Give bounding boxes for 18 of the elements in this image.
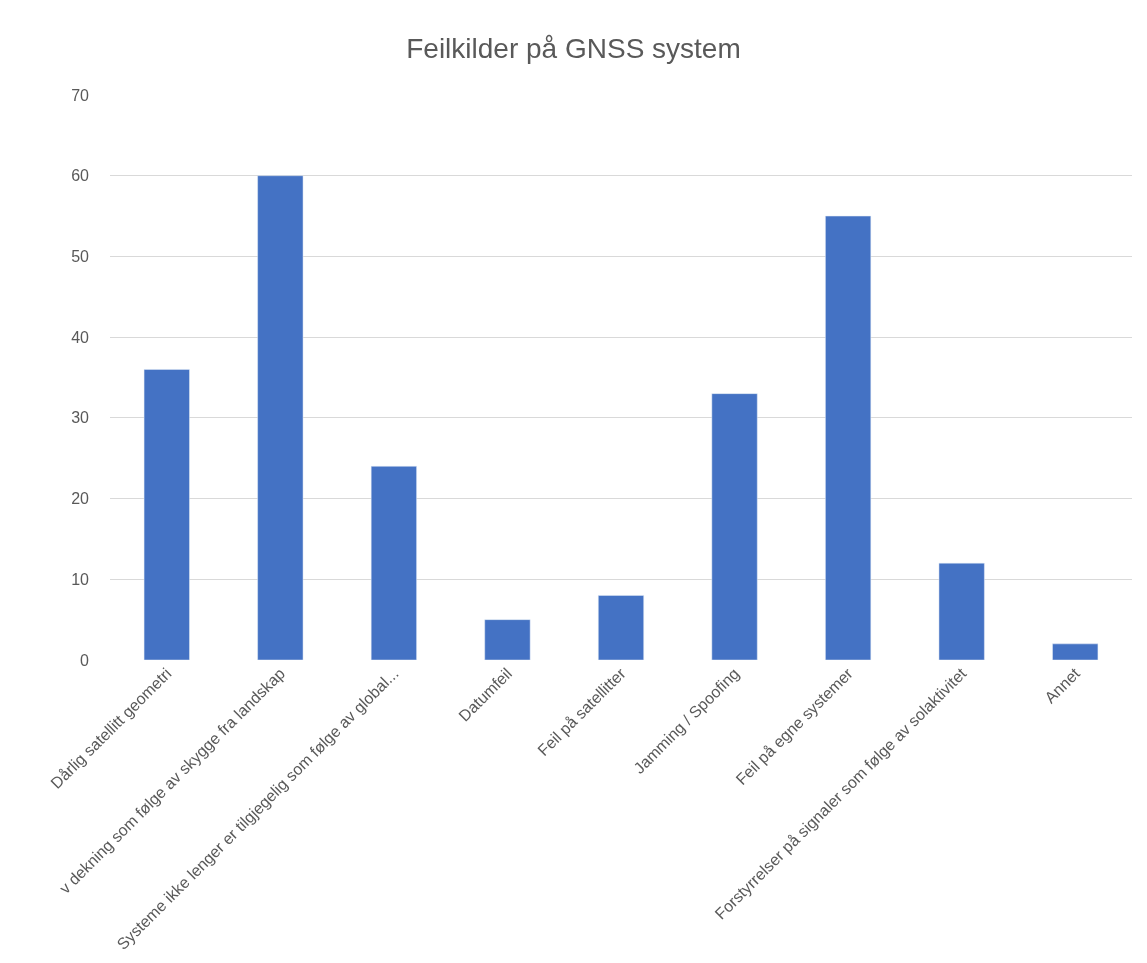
y-tick-label: 0 (80, 651, 90, 669)
y-tick-label: 60 (71, 167, 90, 185)
bar (598, 595, 644, 660)
bar (825, 215, 872, 660)
y-tick-label: 40 (71, 328, 90, 346)
y-tick-label: 70 (71, 86, 90, 104)
bar (1052, 643, 1099, 660)
y-tick-label: 20 (71, 490, 90, 508)
bar (143, 369, 190, 660)
bar (484, 619, 531, 660)
bar (711, 393, 758, 660)
bar (257, 175, 304, 660)
bar (938, 562, 985, 660)
y-tick-label: 30 (71, 409, 90, 427)
y-tick-label: 50 (71, 248, 90, 266)
bar (370, 466, 417, 660)
chart-title: Feilkilder på GNSS system (406, 33, 741, 65)
y-tick-label: 10 (71, 570, 90, 588)
